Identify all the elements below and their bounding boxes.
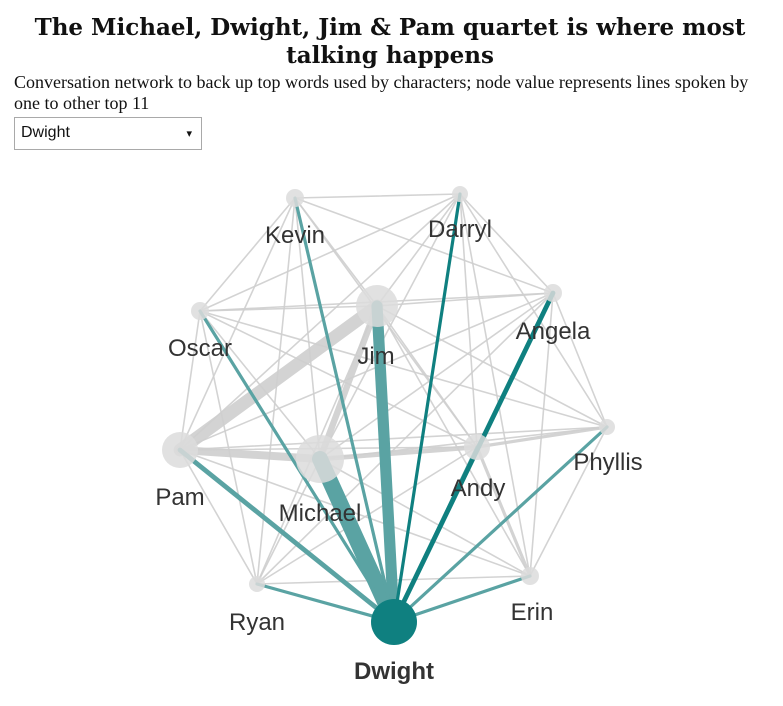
nodes-layer [162,186,615,645]
link-pam-jim [173,299,384,457]
link-angela-darryl [459,193,554,294]
link-darryl-phyllis [459,193,608,428]
link-kevin-darryl [294,193,461,199]
node-darryl[interactable] [452,186,468,202]
link-darryl-erin [459,193,531,577]
node-label-erin: Erin [511,599,554,626]
node-label-oscar: Oscar [168,335,232,362]
node-michael[interactable] [296,435,344,483]
node-jim[interactable] [356,285,398,327]
link-michael-erin [319,458,531,577]
link-dwight-michael [312,451,402,630]
chart-subtitle: Conversation network to back up top word… [14,72,749,113]
link-dwight-erin [392,574,532,624]
link-michael-darryl [319,193,461,460]
chart-title: The Michael, Dwight, Jim & Pam quartet i… [34,14,746,69]
link-dwight-ryan [255,582,396,624]
link-dwight-kevin [293,196,396,624]
chevron-down-icon: ▾ [186,128,192,140]
node-label-kevin: Kevin [265,222,325,249]
link-dwight-jim [371,300,400,628]
link-pam-kevin [179,197,296,451]
node-label-pam: Pam [155,484,204,511]
link-dwight-darryl [392,192,462,624]
node-label-darryl: Darryl [428,216,492,243]
link-jim-erin [376,305,531,577]
link-pam-darryl [179,193,461,451]
link-michael-andy [317,444,480,462]
node-kevin[interactable] [286,189,304,207]
link-pam-oscar [179,310,201,451]
link-kevin-angela [294,197,554,294]
character-select[interactable]: Dwight ▾ [14,117,202,150]
node-label-ryan: Ryan [229,609,285,636]
link-dwight-phyllis [392,425,609,624]
node-label-phyllis: Phyllis [573,449,642,476]
node-pam[interactable] [162,432,198,468]
node-andy[interactable] [464,434,490,460]
link-michael-phyllis [319,426,608,460]
link-pam-angela [179,292,554,451]
node-oscar[interactable] [191,302,209,320]
node-label-angela: Angela [516,318,591,345]
link-pam-ryan [179,449,258,585]
link-michael-oscar [199,310,321,460]
link-darryl-andy [459,193,478,448]
link-michael-jim [316,302,381,463]
link-oscar-darryl [199,193,461,312]
link-michael-kevin [294,197,321,460]
link-phyllis-erin [529,426,608,577]
node-ryan[interactable] [249,576,265,592]
labels-layer: Dwight Erin Andy Phyllis Angela Darryl Jim Kevi… [155,216,642,685]
links-layer [173,192,609,630]
link-angela-erin [529,292,554,577]
link-oscar-phyllis [199,310,608,428]
link-jim-darryl [376,193,461,307]
link-kevin-oscar [199,197,296,312]
link-dwight-pam [177,447,397,625]
node-erin[interactable] [521,567,539,585]
link-angela-phyllis [552,292,608,428]
link-andy-erin [475,445,532,578]
link-dwight-oscar [198,309,396,624]
link-andy-ryan [256,446,478,585]
node-phyllis[interactable] [599,419,615,435]
node-label-andy: Andy [451,475,506,502]
node-label-dwight: Dwight [354,658,434,685]
link-oscar-ryan [199,310,258,585]
character-select-value: Dwight [21,124,70,141]
link-pam-phyllis [179,426,608,451]
link-michael-angela [319,292,554,460]
node-label-michael: Michael [279,500,362,527]
node-label-jim: Jim [357,343,394,370]
link-angela-ryan [256,292,554,585]
node-dwight[interactable] [371,599,417,645]
link-pam-erin [179,449,531,577]
node-angela[interactable] [544,284,562,302]
